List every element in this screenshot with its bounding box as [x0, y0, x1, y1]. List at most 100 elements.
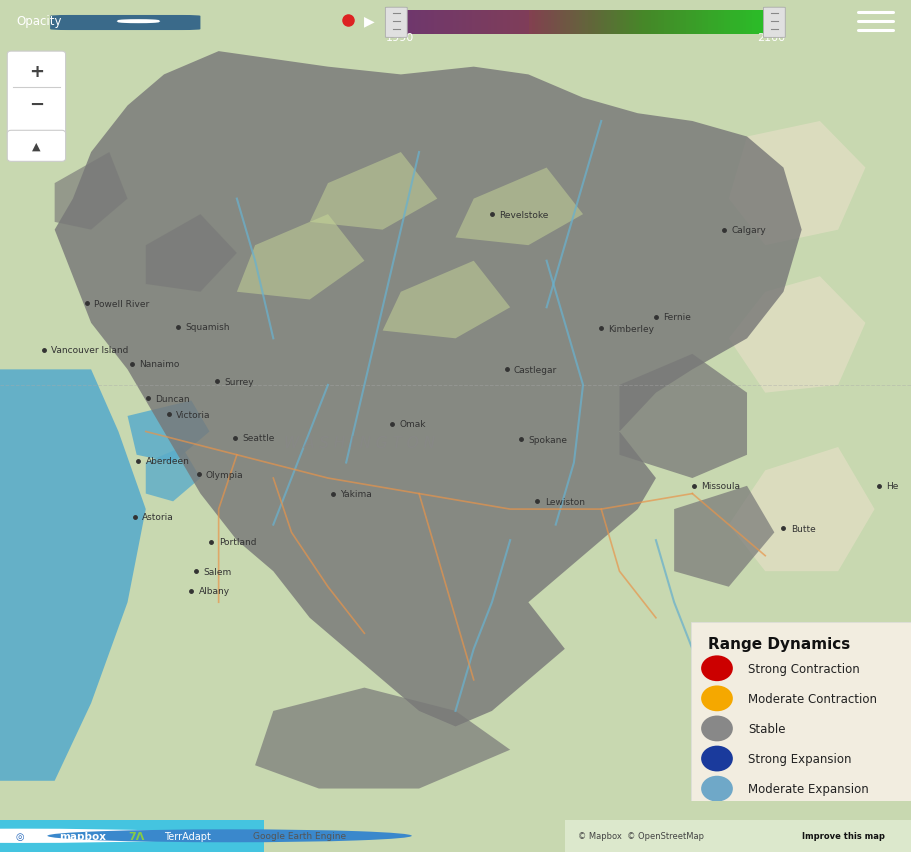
- Circle shape: [701, 655, 732, 682]
- Circle shape: [118, 21, 159, 23]
- Bar: [683, 11, 687, 36]
- Bar: [0, 820, 264, 852]
- Bar: [686, 11, 690, 36]
- Bar: [733, 11, 737, 36]
- Bar: [535, 11, 538, 36]
- Bar: [563, 11, 567, 36]
- Bar: [701, 11, 705, 36]
- Text: Calgary: Calgary: [732, 226, 766, 235]
- Bar: [749, 11, 752, 36]
- Bar: [595, 11, 599, 36]
- Bar: [550, 11, 554, 36]
- Polygon shape: [310, 153, 437, 230]
- Text: Seattle: Seattle: [242, 434, 275, 443]
- Text: Missoula: Missoula: [701, 481, 741, 491]
- Bar: [554, 11, 558, 36]
- Bar: [765, 11, 769, 36]
- Bar: [614, 11, 618, 36]
- Bar: [557, 11, 560, 36]
- Bar: [569, 11, 573, 36]
- Bar: [444, 11, 447, 36]
- Bar: [642, 11, 646, 36]
- FancyBboxPatch shape: [7, 52, 66, 142]
- Bar: [565, 820, 911, 852]
- Text: Fernie: Fernie: [663, 313, 691, 322]
- Bar: [696, 11, 699, 36]
- Bar: [428, 11, 432, 36]
- Text: Google Earth Engine: Google Earth Engine: [253, 832, 346, 840]
- Circle shape: [701, 716, 732, 741]
- Text: © Mapbox  © OpenStreetMap: © Mapbox © OpenStreetMap: [578, 832, 710, 840]
- Bar: [658, 11, 661, 36]
- Bar: [586, 11, 589, 36]
- Bar: [721, 11, 724, 36]
- Text: W A S H I N G T O N: W A S H I N G T O N: [284, 435, 435, 451]
- Bar: [589, 11, 592, 36]
- Bar: [692, 11, 696, 36]
- Bar: [437, 11, 441, 36]
- Bar: [727, 11, 731, 36]
- Circle shape: [701, 746, 732, 772]
- Bar: [772, 11, 774, 36]
- Circle shape: [47, 829, 412, 843]
- Bar: [714, 11, 718, 36]
- Bar: [500, 11, 504, 36]
- Bar: [399, 11, 403, 36]
- Text: −: −: [29, 95, 44, 114]
- Text: Duncan: Duncan: [155, 394, 189, 403]
- Text: Yakima: Yakima: [340, 490, 372, 498]
- Bar: [510, 11, 513, 36]
- Bar: [478, 11, 482, 36]
- Bar: [545, 11, 548, 36]
- FancyBboxPatch shape: [763, 9, 785, 38]
- Text: +: +: [29, 62, 44, 80]
- Text: Vancouver Island: Vancouver Island: [51, 346, 128, 355]
- Circle shape: [701, 776, 732, 802]
- Bar: [472, 11, 476, 36]
- Bar: [453, 11, 456, 36]
- Bar: [522, 11, 526, 36]
- Bar: [485, 11, 488, 36]
- FancyBboxPatch shape: [691, 622, 911, 801]
- Bar: [576, 11, 579, 36]
- Bar: [431, 11, 435, 36]
- Bar: [435, 11, 437, 36]
- Polygon shape: [0, 370, 146, 780]
- Bar: [469, 11, 472, 36]
- Bar: [673, 11, 677, 36]
- Bar: [680, 11, 683, 36]
- Text: Kimberley: Kimberley: [609, 325, 654, 333]
- Text: Spokane: Spokane: [528, 435, 568, 444]
- Bar: [708, 11, 711, 36]
- Polygon shape: [55, 52, 802, 727]
- Bar: [768, 11, 772, 36]
- Bar: [425, 11, 428, 36]
- Bar: [755, 11, 759, 36]
- Bar: [604, 11, 608, 36]
- Polygon shape: [729, 447, 875, 572]
- Bar: [598, 11, 601, 36]
- Text: Castlegar: Castlegar: [514, 366, 557, 374]
- Bar: [746, 11, 750, 36]
- Bar: [450, 11, 454, 36]
- Bar: [736, 11, 740, 36]
- FancyBboxPatch shape: [7, 131, 66, 162]
- Bar: [422, 11, 425, 36]
- Bar: [504, 11, 507, 36]
- Bar: [667, 11, 670, 36]
- FancyBboxPatch shape: [385, 9, 407, 38]
- Polygon shape: [128, 401, 210, 463]
- Bar: [526, 11, 529, 36]
- Text: Powell River: Powell River: [94, 300, 149, 308]
- Text: ▲: ▲: [32, 141, 41, 152]
- Bar: [446, 11, 450, 36]
- Polygon shape: [729, 277, 865, 394]
- Circle shape: [0, 829, 220, 843]
- Bar: [630, 11, 633, 36]
- Bar: [409, 11, 413, 36]
- Bar: [497, 11, 501, 36]
- Text: 1990: 1990: [385, 32, 415, 43]
- Bar: [724, 11, 728, 36]
- Text: Nanaimo: Nanaimo: [139, 360, 179, 369]
- FancyBboxPatch shape: [50, 16, 200, 31]
